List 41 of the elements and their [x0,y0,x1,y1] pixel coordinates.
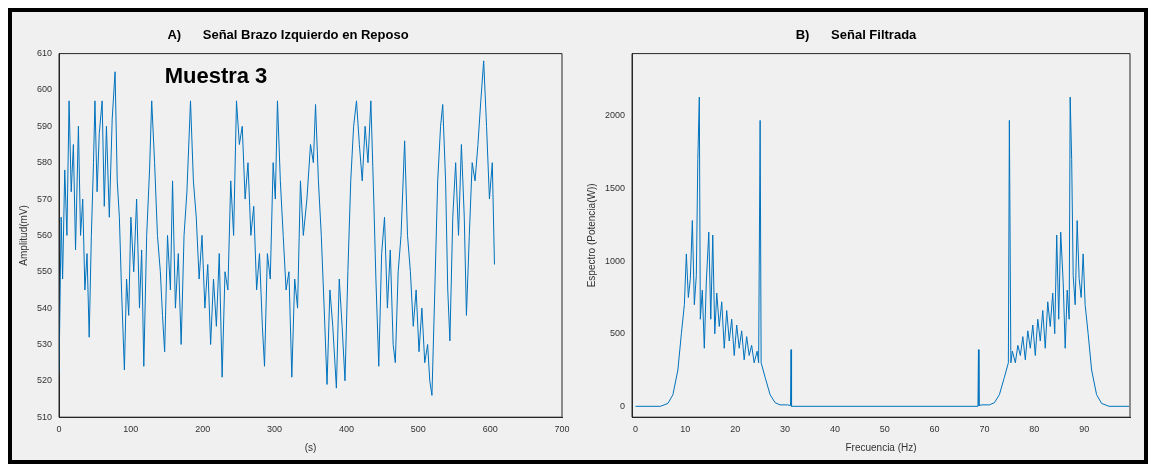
x-tick-label: 20 [730,424,741,435]
y-tick-label: 600 [36,84,53,95]
y-tick-label: 540 [36,302,53,313]
chart-title: B) Señal Filtrada [795,27,918,43]
y-tick-label: 580 [36,157,53,168]
y-tick-label: 510 [36,411,53,422]
y-tick-label: 2000 [604,110,626,121]
x-tick-label: 90 [1079,424,1090,435]
y-tick-label: 1500 [604,183,626,194]
x-tick-label: 70 [979,424,990,435]
y-tick-label: 550 [36,266,53,277]
y-axis-title: Amplitud(mV) [17,205,29,266]
y-tick-label: 1000 [604,255,626,266]
x-tick-label: 100 [123,424,139,435]
x-tick-label: 50 [879,424,890,435]
x-tick-label: 400 [338,424,354,435]
x-tick-label: 600 [482,424,498,435]
y-axis-title: Espectro (Potencia(W)) [585,183,597,288]
x-axis-title: Frecuencia (Hz) [845,441,917,453]
x-tick-label: 700 [554,424,570,435]
y-tick-label: 610 [36,48,53,59]
x-tick-label: 200 [195,424,211,435]
y-tick-label: 0 [620,400,626,411]
x-axis-title: (s) [304,441,317,453]
x-tick-label: 10 [680,424,691,435]
y-tick-label: 530 [36,338,53,349]
y-tick-label: 500 [609,328,626,339]
y-tick-label: 520 [36,375,53,386]
x-tick-label: 500 [410,424,426,435]
x-tick-label: 300 [267,424,283,435]
annotation: Muestra 3 [164,62,268,88]
x-tick-label: 0 [633,424,639,435]
x-tick-label: 40 [829,424,840,435]
x-tick-label: 60 [929,424,940,435]
y-tick-label: 570 [36,193,53,204]
y-tick-label: 560 [36,229,53,240]
y-tick-label: 590 [36,120,53,131]
x-tick-label: 80 [1029,424,1040,435]
x-tick-label: 0 [56,424,62,435]
chart-title: A) Señal Brazo Izquierdo en Reposo [167,27,409,43]
x-tick-label: 30 [780,424,791,435]
